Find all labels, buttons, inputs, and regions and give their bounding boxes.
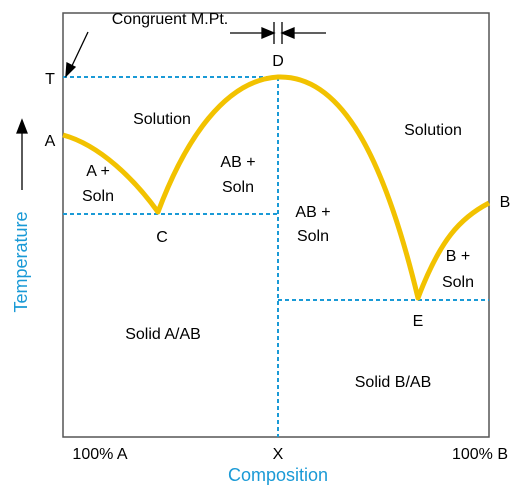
liquidus-curve bbox=[62, 74, 491, 301]
region-label: Soln bbox=[297, 228, 329, 245]
annotation: Congruent M.Pt. bbox=[112, 11, 229, 28]
dashed-guides bbox=[63, 76, 489, 437]
region-label: AB + bbox=[220, 154, 255, 171]
point-label: T bbox=[45, 71, 55, 88]
region-label: Soln bbox=[442, 274, 474, 291]
point-label: A bbox=[45, 133, 56, 150]
x-tick-label: 100% B bbox=[452, 446, 508, 463]
x-axis-label: Composition bbox=[228, 465, 328, 485]
region-label: Solution bbox=[404, 122, 462, 139]
x-tick-label: X bbox=[273, 446, 284, 463]
region-label: B + bbox=[446, 248, 470, 265]
point-label: C bbox=[156, 229, 168, 246]
region-label: AB + bbox=[295, 204, 330, 221]
region-label: A + bbox=[86, 163, 110, 180]
frame bbox=[62, 12, 490, 438]
point-label: E bbox=[413, 313, 424, 330]
point-label: D bbox=[272, 53, 284, 70]
arrows bbox=[16, 22, 326, 190]
region-label: Solid B/AB bbox=[355, 374, 431, 391]
point-label: B bbox=[500, 194, 511, 211]
x-tick-label: 100% A bbox=[72, 446, 127, 463]
y-axis-label: Temperature bbox=[11, 211, 31, 312]
region-label: Soln bbox=[222, 179, 254, 196]
region-label: Solid A/AB bbox=[125, 326, 201, 343]
region-label: Soln bbox=[82, 188, 114, 205]
region-label: Solution bbox=[133, 111, 191, 128]
